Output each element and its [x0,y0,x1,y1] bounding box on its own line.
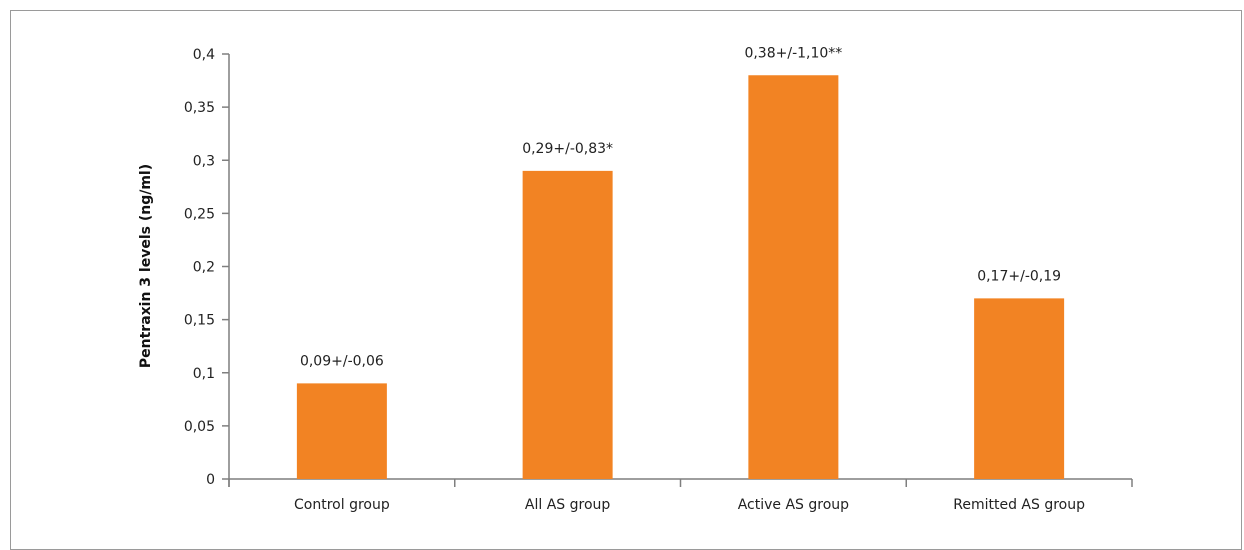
x-category-label: Control group [294,497,390,513]
pentraxin-bar-chart: 0 0,05 0,1 0,15 0,2 0,25 0,3 0,35 0,4 Control gr… [138,45,1133,513]
y-tick-label: 0,4 [193,47,215,63]
bar-data-label: 0,29+/-0,83* [522,141,613,157]
bar [296,383,387,479]
bar [974,298,1065,479]
y-tick-label: 0 [206,472,215,488]
y-tick-label: 0,15 [184,313,215,329]
data-labels: 0,09+/-0,06 0,29+/-0,83* 0,38+/-1,10** 0,17… [300,45,1061,369]
y-tick-label: 0,35 [184,100,215,116]
x-category-label: All AS group [525,497,610,513]
bar [748,75,839,479]
y-tick-label: 0,05 [184,419,215,435]
x-category-label: Active AS group [738,497,849,513]
y-axis: 0 0,05 0,1 0,15 0,2 0,25 0,3 0,35 0,4 [184,47,230,488]
bar [522,170,613,479]
bar-data-label: 0,17+/-0,19 [977,268,1061,284]
x-axis: Control group All AS group Active AS group… [228,478,1133,513]
y-tick-label: 0,1 [193,366,215,382]
y-tick-label: 0,3 [193,153,215,169]
y-axis-label: Pentraxin 3 levels (ng/ml) [138,164,154,368]
x-category-label: Remitted AS group [953,497,1085,513]
y-tick-label: 0,25 [184,206,215,222]
y-tick-label: 0,2 [193,260,215,276]
bar-data-label: 0,38+/-1,10** [744,45,842,61]
bars [296,75,1065,479]
bar-data-label: 0,09+/-0,06 [300,353,384,369]
